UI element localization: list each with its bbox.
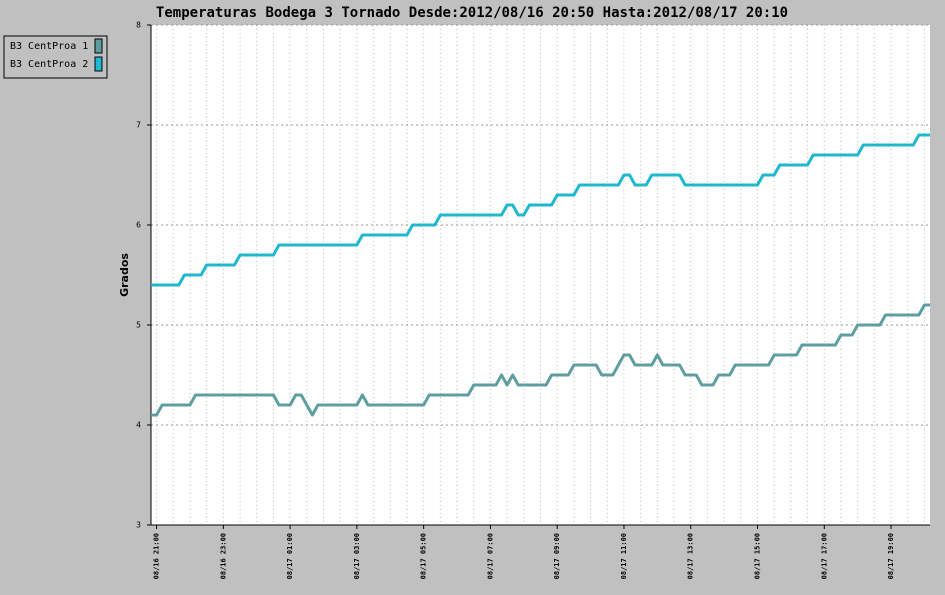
series-line xyxy=(151,303,930,417)
y-tick-label: 8 xyxy=(136,21,141,30)
x-tick-label: 08/17 15:00 xyxy=(754,533,762,579)
x-tick-label: 08/16 21:00 xyxy=(153,533,161,579)
legend-label: B3 CentProa 2 xyxy=(10,59,88,70)
y-tick-label: 7 xyxy=(136,121,141,130)
y-tick-label: 4 xyxy=(136,421,141,430)
x-tick-label: 08/17 05:00 xyxy=(420,533,428,579)
y-axis-label: Grados xyxy=(118,253,131,297)
y-tick-label: 6 xyxy=(136,221,141,230)
x-tick-label: 08/17 07:00 xyxy=(486,533,494,579)
y-tick-label: 5 xyxy=(136,321,141,330)
x-tick-label: 08/17 13:00 xyxy=(687,533,695,579)
chart-title: Temperaturas Bodega 3 Tornado Desde:2012… xyxy=(156,5,788,21)
x-tick-label: 08/17 03:00 xyxy=(353,533,361,579)
x-tick-label: 08/17 17:00 xyxy=(820,533,828,579)
x-tick-label: 08/17 09:00 xyxy=(553,533,561,579)
legend-label: B3 CentProa 1 xyxy=(10,41,88,52)
x-tick-label: 08/16 23:00 xyxy=(219,533,227,579)
legend-swatch xyxy=(94,56,103,72)
legend-swatch xyxy=(94,38,103,54)
x-tick-label: 08/17 19:00 xyxy=(887,533,895,579)
legend xyxy=(3,35,108,79)
x-tick-label: 08/17 11:00 xyxy=(620,533,628,579)
y-tick-label: 3 xyxy=(136,521,141,530)
x-tick-label: 08/17 01:00 xyxy=(286,533,294,579)
series-line xyxy=(151,133,930,287)
